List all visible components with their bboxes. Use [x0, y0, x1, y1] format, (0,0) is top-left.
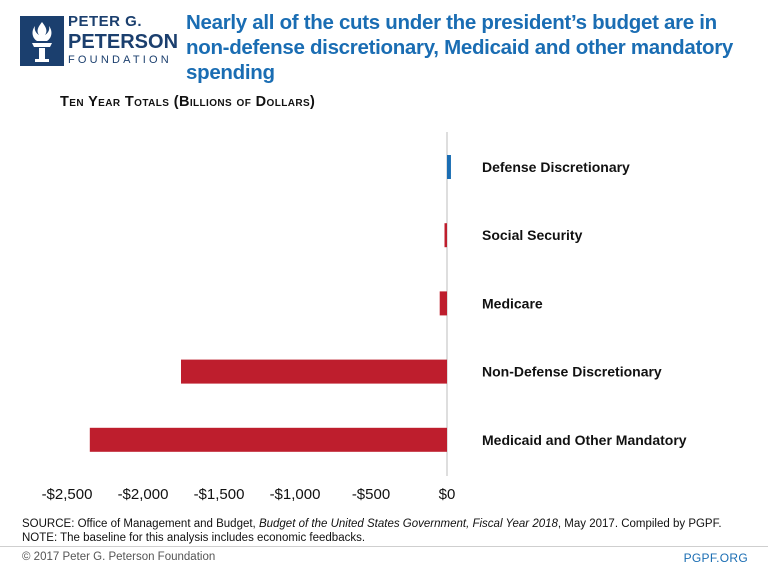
- foundation-logo: PETER G. PETERSON FOUNDATION: [20, 12, 178, 70]
- chart-title: Nearly all of the cuts under the preside…: [186, 11, 733, 84]
- site-link[interactable]: PGPF.ORG: [683, 551, 748, 565]
- bar-social-security: [444, 223, 447, 248]
- chart-subtitle: Ten Year Totals (Billions of Dollars): [60, 94, 316, 110]
- logo-line-3: FOUNDATION: [68, 54, 172, 66]
- source-note: SOURCE: Office of Management and Budget,…: [22, 517, 752, 545]
- x-tick-label: -$2,000: [118, 486, 169, 503]
- logo-line-2: PETERSON: [68, 31, 179, 53]
- category-label: Defense Discretionary: [482, 159, 630, 175]
- copyright: © 2017 Peter G. Peterson Foundation: [22, 551, 216, 563]
- baseline-note: NOTE: The baseline for this analysis inc…: [22, 532, 366, 544]
- source-prefix: SOURCE: Office of Management and Budget,: [22, 518, 259, 530]
- footer-divider: [0, 546, 768, 547]
- x-tick-label: $0: [439, 486, 456, 503]
- category-label: Medicare: [482, 295, 543, 311]
- logo-line-1: PETER G.: [68, 13, 143, 30]
- x-tick-label: -$500: [352, 486, 390, 503]
- x-tick-label: -$1,000: [270, 486, 321, 503]
- bar-defense-discretionary: [447, 155, 451, 179]
- x-tick-label: -$1,500: [194, 486, 245, 503]
- source-suffix: , May 2017. Compiled by PGPF.: [557, 518, 722, 530]
- bar-medicare: [439, 291, 447, 316]
- x-tick-label: -$2,500: [42, 486, 93, 503]
- bar-non-defense-discretionary: [181, 359, 447, 384]
- category-label: Medicaid and Other Mandatory: [482, 432, 687, 448]
- category-label: Social Security: [482, 227, 583, 243]
- bar-medicaid-and-other-mandatory: [89, 427, 448, 452]
- category-label: Non-Defense Discretionary: [482, 364, 662, 380]
- source-title: Budget of the United States Government, …: [258, 518, 558, 530]
- torch-logo-icon: [20, 16, 64, 66]
